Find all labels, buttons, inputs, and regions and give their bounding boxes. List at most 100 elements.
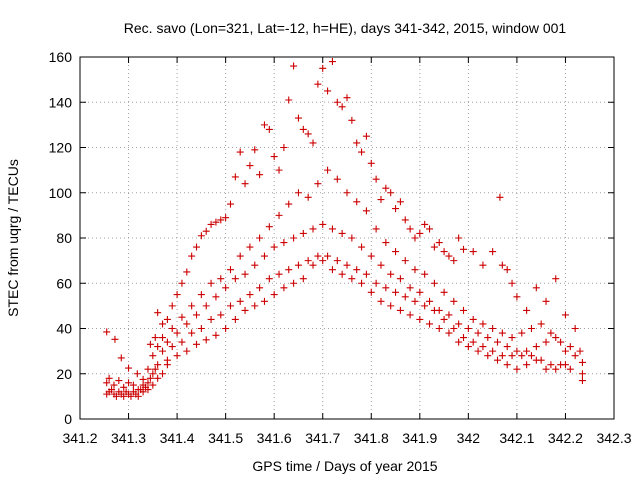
data-point xyxy=(372,225,380,233)
data-point xyxy=(367,252,375,260)
chart-title: Rec. savo (Lon=321, Lat=-12, h=HE), days… xyxy=(124,20,567,36)
y-tick-labels: 0 20 40 60 80 100 120 140 160 xyxy=(49,49,73,427)
grid xyxy=(80,57,614,419)
data-point xyxy=(411,234,419,242)
data-point xyxy=(450,297,458,305)
x-tick-label: 341.9 xyxy=(402,430,437,446)
data-point xyxy=(178,279,186,287)
data-point xyxy=(503,266,511,274)
data-point xyxy=(552,334,560,342)
data-point xyxy=(159,320,167,328)
data-point xyxy=(464,325,472,332)
data-point xyxy=(387,189,395,197)
data-point xyxy=(552,365,560,373)
data-point xyxy=(489,248,497,256)
data-point xyxy=(222,214,230,222)
data-point xyxy=(348,275,356,283)
data-point xyxy=(222,284,230,292)
data-point xyxy=(440,315,448,323)
data-point xyxy=(154,343,162,351)
data-point xyxy=(236,148,244,156)
data-point xyxy=(226,266,234,274)
data-point xyxy=(103,328,111,336)
x-tick-label: 341.8 xyxy=(354,430,389,446)
data-point xyxy=(231,275,239,283)
data-point xyxy=(188,329,196,337)
plot-frame xyxy=(79,56,615,420)
data-point xyxy=(484,352,492,360)
data-point xyxy=(154,374,162,382)
data-point xyxy=(440,288,448,296)
x-tick-label: 342.2 xyxy=(548,430,583,446)
data-point xyxy=(372,175,380,183)
y-tick-label: 100 xyxy=(49,185,73,201)
data-point xyxy=(523,361,531,369)
data-point xyxy=(532,284,540,292)
data-point xyxy=(445,311,453,319)
data-point xyxy=(496,193,504,201)
data-point xyxy=(469,338,477,346)
data-point xyxy=(455,234,463,242)
data-point xyxy=(270,291,278,299)
x-axis-label: GPS time / Days of year 2015 xyxy=(252,458,437,474)
data-point xyxy=(508,352,516,360)
y-tick-label: 60 xyxy=(56,275,72,291)
data-point xyxy=(241,306,249,314)
data-point xyxy=(149,352,157,360)
data-point xyxy=(105,374,113,382)
data-point xyxy=(299,125,307,133)
data-point xyxy=(518,329,526,337)
data-point xyxy=(333,257,341,265)
data-point xyxy=(246,291,254,299)
data-point xyxy=(328,225,336,233)
data-point xyxy=(193,340,201,348)
data-point xyxy=(561,347,569,355)
data-point xyxy=(382,184,390,192)
data-point xyxy=(479,320,487,328)
data-point xyxy=(117,354,125,362)
data-point xyxy=(231,315,239,323)
data-point xyxy=(173,291,181,299)
data-point xyxy=(328,266,336,274)
data-point xyxy=(236,252,244,260)
data-point xyxy=(270,153,278,161)
data-point xyxy=(484,334,492,342)
data-point xyxy=(469,248,477,256)
data-point xyxy=(426,297,434,305)
data-point xyxy=(188,302,196,310)
data-point xyxy=(450,325,458,332)
data-point xyxy=(275,270,283,278)
data-point xyxy=(333,175,341,183)
data-point xyxy=(108,386,116,394)
data-point xyxy=(406,225,414,233)
data-point xyxy=(396,306,404,314)
data-point xyxy=(207,315,215,323)
data-point xyxy=(430,279,438,287)
data-point xyxy=(498,329,506,337)
data-point xyxy=(226,200,234,208)
data-point xyxy=(578,370,586,378)
data-point xyxy=(139,381,147,389)
data-point xyxy=(503,343,511,351)
data-point xyxy=(139,388,147,396)
data-point xyxy=(328,58,336,66)
data-point xyxy=(498,352,506,360)
data-point xyxy=(392,248,400,256)
data-point xyxy=(362,207,370,215)
data-point xyxy=(217,311,225,319)
data-point xyxy=(358,148,366,156)
data-point xyxy=(173,329,181,337)
data-point xyxy=(561,311,569,319)
data-point xyxy=(348,234,356,242)
data-point xyxy=(421,220,429,228)
data-point xyxy=(265,275,273,283)
data-point xyxy=(367,159,375,167)
data-point xyxy=(129,381,137,389)
data-point xyxy=(552,275,560,283)
data-point xyxy=(518,352,526,360)
data-point xyxy=(217,216,225,224)
data-point xyxy=(207,220,215,228)
data-point xyxy=(460,306,468,314)
data-point xyxy=(338,229,346,237)
data-point xyxy=(377,261,385,269)
